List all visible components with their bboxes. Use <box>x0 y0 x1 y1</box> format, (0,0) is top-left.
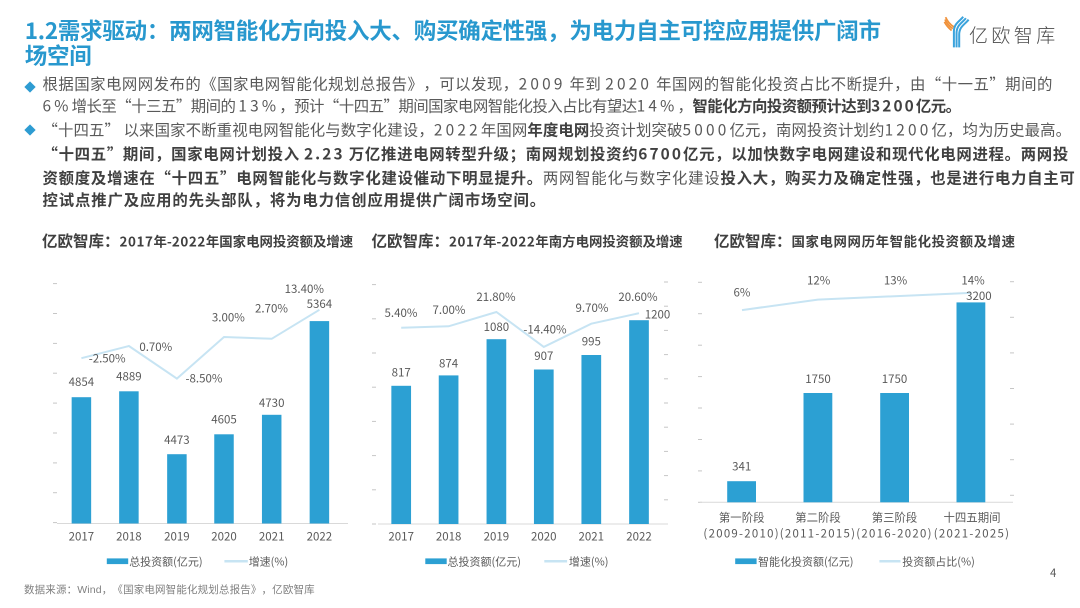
svg-text:4889: 4889 <box>116 369 142 385</box>
svg-text:亿欧智库：国家电网网历年智能化投资额及增速: 亿欧智库：国家电网网历年智能化投资额及增速 <box>714 230 1016 252</box>
svg-text:3.00%: 3.00% <box>212 310 245 326</box>
svg-text:5.40%: 5.40% <box>385 305 418 321</box>
svg-text:亿欧智库：2017年-2022年国家电网投资额及增速: 亿欧智库：2017年-2022年国家电网投资额及增速 <box>42 230 354 252</box>
svg-text:亿欧智库: 亿欧智库 <box>969 21 1059 48</box>
svg-text:20.60%: 20.60% <box>618 289 658 305</box>
svg-text:4605: 4605 <box>211 412 237 428</box>
svg-text:增速(%): 增速(%) <box>569 553 609 569</box>
svg-text:5364: 5364 <box>307 296 333 312</box>
svg-text:14%: 14% <box>961 273 985 289</box>
svg-text:2022: 2022 <box>307 528 333 544</box>
svg-text:智能化投资额(亿元): 智能化投资额(亿元) <box>758 553 853 569</box>
svg-text:总投资额(亿元): 总投资额(亿元) <box>129 553 202 569</box>
svg-text:总投资额(亿元): 总投资额(亿元) <box>448 553 521 569</box>
svg-text:2020: 2020 <box>211 528 237 544</box>
svg-text:2017: 2017 <box>388 528 414 544</box>
svg-text:第一阶段: 第一阶段 <box>719 510 765 526</box>
svg-text:2021: 2021 <box>259 528 285 544</box>
svg-text:(2016-2020): (2016-2020) <box>856 526 933 542</box>
svg-text:2018: 2018 <box>116 528 142 544</box>
svg-text:907: 907 <box>534 348 553 364</box>
svg-text:亿欧智库：2017年-2022年南方电网投资额及增速: 亿欧智库：2017年-2022年南方电网投资额及增速 <box>372 230 684 252</box>
svg-text:21.80%: 21.80% <box>476 289 516 305</box>
svg-text:995: 995 <box>582 334 601 350</box>
svg-text:(2021-2025): (2021-2025) <box>934 526 1011 542</box>
svg-text:2021: 2021 <box>579 528 605 544</box>
svg-text:(2009-2010): (2009-2010) <box>703 526 780 542</box>
svg-text:7.00%: 7.00% <box>433 302 466 318</box>
svg-text:第二阶段: 第二阶段 <box>795 510 841 526</box>
svg-text:2019: 2019 <box>164 528 190 544</box>
svg-text:4730: 4730 <box>259 395 285 411</box>
svg-text:2018: 2018 <box>436 528 462 544</box>
svg-text:4854: 4854 <box>69 374 95 390</box>
svg-text:1080: 1080 <box>484 319 510 335</box>
svg-text:6%: 6% <box>734 284 751 300</box>
svg-text:4473: 4473 <box>164 432 190 448</box>
svg-text:-8.50%: -8.50% <box>186 371 223 387</box>
svg-text:1750: 1750 <box>805 371 831 387</box>
svg-text:-14.40%: -14.40% <box>523 322 567 338</box>
svg-text:13.40%: 13.40% <box>285 281 325 297</box>
svg-text:2.70%: 2.70% <box>255 301 288 317</box>
svg-text:-2.50%: -2.50% <box>89 351 126 367</box>
svg-text:1200: 1200 <box>645 307 671 323</box>
svg-text:2022: 2022 <box>626 528 652 544</box>
svg-text:2019: 2019 <box>484 528 510 544</box>
svg-text:投资额占比(%): 投资额占比(%) <box>902 553 975 569</box>
svg-text:3200: 3200 <box>966 288 992 304</box>
svg-text:9.70%: 9.70% <box>576 300 609 316</box>
svg-text:12%: 12% <box>807 273 831 289</box>
svg-text:十四五期间: 十四五期间 <box>944 510 1001 526</box>
svg-text:817: 817 <box>392 365 411 381</box>
svg-text:874: 874 <box>439 356 459 372</box>
svg-text:341: 341 <box>732 459 751 475</box>
svg-text:2017: 2017 <box>69 528 95 544</box>
svg-text:0.70%: 0.70% <box>139 339 172 355</box>
svg-text:13%: 13% <box>884 273 908 289</box>
svg-text:2020: 2020 <box>531 528 557 544</box>
svg-text:增速(%): 增速(%) <box>249 553 289 569</box>
svg-text:第三阶段: 第三阶段 <box>872 510 918 526</box>
svg-text:1750: 1750 <box>882 371 908 387</box>
svg-text:(2011-2015): (2011-2015) <box>780 526 857 542</box>
